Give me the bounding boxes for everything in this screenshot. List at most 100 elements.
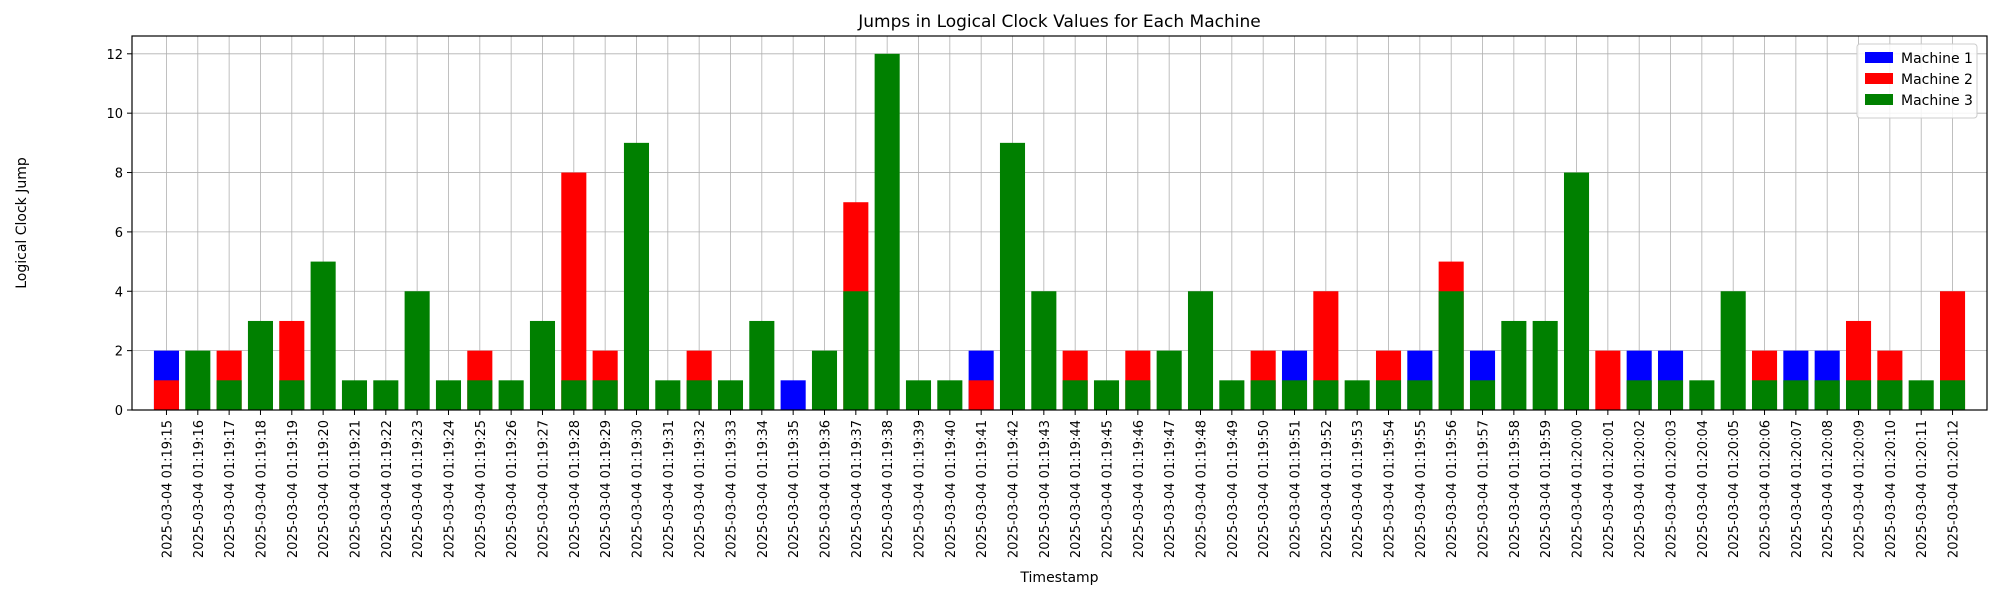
bar-machine-3	[279, 380, 305, 410]
x-tick-label: 2025-03-04 01:19:25	[474, 420, 489, 558]
chart-title: Jumps in Logical Clock Values for Each M…	[857, 12, 1260, 32]
x-tick-label: 2025-03-04 01:19:58	[1508, 420, 1523, 558]
x-tick-label: 2025-03-04 01:19:38	[881, 420, 896, 558]
bar-machine-3	[1657, 380, 1684, 410]
x-tick-label: 2025-03-04 01:20:07	[1790, 420, 1805, 558]
bar-machine-3	[999, 142, 1026, 410]
x-tick-label: 2025-03-04 01:19:27	[536, 420, 551, 558]
y-tick-label: 8	[115, 167, 123, 182]
x-tick-label: 2025-03-04 01:19:54	[1383, 420, 1398, 558]
x-tick-label: 2025-03-04 01:19:35	[787, 420, 802, 558]
x-tick-label: 2025-03-04 01:20:06	[1759, 420, 1774, 558]
y-tick-label: 6	[115, 226, 123, 241]
bar-machine-3	[1125, 380, 1151, 410]
x-tick-labels: 2025-03-04 01:19:15 2025-03-04 01:19:16 20…	[160, 420, 1961, 558]
x-tick-label: 2025-03-04 01:19:15	[160, 420, 175, 558]
x-tick-label: 2025-03-04 01:20:01	[1602, 420, 1617, 558]
x-tick-label: 2025-03-04 01:20:00	[1571, 420, 1586, 558]
bar-machine-3	[1720, 291, 1746, 410]
x-tick-label: 2025-03-04 01:20:08	[1821, 420, 1836, 558]
x-tick-label: 2025-03-04 01:19:49	[1226, 420, 1241, 558]
bar-machine-3	[1469, 380, 1496, 410]
y-tick-label: 12	[106, 48, 123, 63]
bar-machine-3	[1156, 350, 1182, 410]
y-tick-label: 0	[115, 404, 123, 419]
bar-machine-3	[435, 380, 462, 410]
x-tick-label: 2025-03-04 01:19:47	[1163, 420, 1178, 558]
bar-machine-3	[310, 261, 336, 410]
bar-machine-3	[749, 320, 775, 410]
bar-machine-3	[1501, 320, 1527, 410]
bar-machine-3	[905, 380, 932, 410]
plot-frame	[131, 35, 1988, 411]
bar-machine-3	[1438, 291, 1464, 410]
bar-machine-3	[1031, 291, 1057, 410]
legend-label: Machine 2	[1901, 72, 1973, 88]
x-tick-label: 2025-03-04 01:19:51	[1289, 420, 1304, 558]
bar-machine-3	[467, 380, 493, 410]
bar-machine-3	[1313, 380, 1339, 410]
x-tick-label: 2025-03-04 01:19:28	[568, 420, 583, 558]
bar-machine-3	[1532, 320, 1558, 410]
bar-machine-3	[1375, 380, 1402, 410]
x-tick-label: 2025-03-04 01:19:50	[1257, 420, 1272, 558]
x-tick-label: 2025-03-04 01:19:32	[693, 420, 708, 558]
x-tick-label: 2025-03-04 01:19:48	[1195, 420, 1210, 558]
x-tick-label: 2025-03-04 01:19:24	[442, 420, 457, 558]
x-tick-label: 2025-03-04 01:20:02	[1633, 420, 1648, 558]
x-tick-label: 2025-03-04 01:20:12	[1947, 420, 1962, 558]
bar-machine-3	[1219, 380, 1245, 410]
legend-label: Machine 1	[1901, 51, 1973, 67]
bar-machine-3	[686, 380, 712, 410]
bar-machine-3	[1062, 380, 1088, 410]
bar-machine-2	[561, 172, 587, 410]
x-tick-label: 2025-03-04 01:20:04	[1696, 420, 1711, 558]
y-tick-label: 2	[115, 345, 123, 360]
bar-machine-3	[811, 350, 838, 410]
x-tick-label: 2025-03-04 01:19:56	[1445, 420, 1460, 558]
bar-machine-3	[404, 291, 430, 410]
x-tick-label: 2025-03-04 01:19:33	[724, 420, 739, 558]
bar-machine-3	[1908, 380, 1934, 410]
x-tick-label: 2025-03-04 01:19:43	[1038, 420, 1053, 558]
bar-machine-3	[592, 380, 618, 410]
x-tick-label: 2025-03-04 01:19:42	[1006, 420, 1021, 558]
bar-machine-3	[623, 142, 650, 410]
bar-machine-3	[247, 320, 274, 410]
y-tick-label: 10	[106, 107, 123, 122]
bar-machine-3	[529, 320, 556, 410]
x-tick-label: 2025-03-04 01:19:41	[975, 420, 990, 558]
y-tick-label: 4	[115, 285, 123, 300]
bar-machine-3	[655, 380, 681, 410]
bar-machine-3	[373, 380, 399, 410]
bar-machine-3	[1281, 380, 1308, 410]
x-tick-label: 2025-03-04 01:20:05	[1727, 420, 1742, 558]
bar-machine-3	[1814, 380, 1840, 410]
bar-machine-3	[561, 380, 587, 410]
legend-swatch	[1865, 73, 1893, 84]
bar-machine-3	[874, 53, 900, 411]
bar-machine-1	[780, 380, 806, 410]
x-tick-label: 2025-03-04 01:19:55	[1414, 420, 1429, 558]
legend-swatch	[1865, 94, 1893, 105]
x-axis-title: Timestamp	[1019, 570, 1098, 586]
bar-machine-2	[153, 380, 180, 410]
bar-machine-3	[1939, 380, 1966, 410]
x-tick-label: 2025-03-04 01:19:59	[1539, 420, 1554, 558]
x-tick-label: 2025-03-04 01:19:44	[1069, 420, 1084, 558]
x-tick-label: 2025-03-04 01:19:37	[850, 420, 865, 558]
x-tick-label: 2025-03-04 01:19:36	[818, 420, 833, 558]
bar-machine-3	[1563, 172, 1590, 410]
x-tick-label: 2025-03-04 01:19:21	[348, 420, 363, 558]
bar-machine-3	[843, 291, 869, 410]
x-tick-label: 2025-03-04 01:20:09	[1853, 420, 1868, 558]
bar-machine-3	[1689, 380, 1715, 410]
x-tick-label: 2025-03-04 01:19:39	[912, 420, 927, 558]
bar-machine-2	[968, 380, 994, 410]
x-tick-label: 2025-03-04 01:19:57	[1477, 420, 1492, 558]
x-tick-label: 2025-03-04 01:19:45	[1101, 420, 1116, 558]
x-tick-label: 2025-03-04 01:19:23	[411, 420, 426, 558]
x-tick-label: 2025-03-04 01:19:53	[1351, 420, 1366, 558]
bar-machine-3	[1626, 380, 1652, 410]
